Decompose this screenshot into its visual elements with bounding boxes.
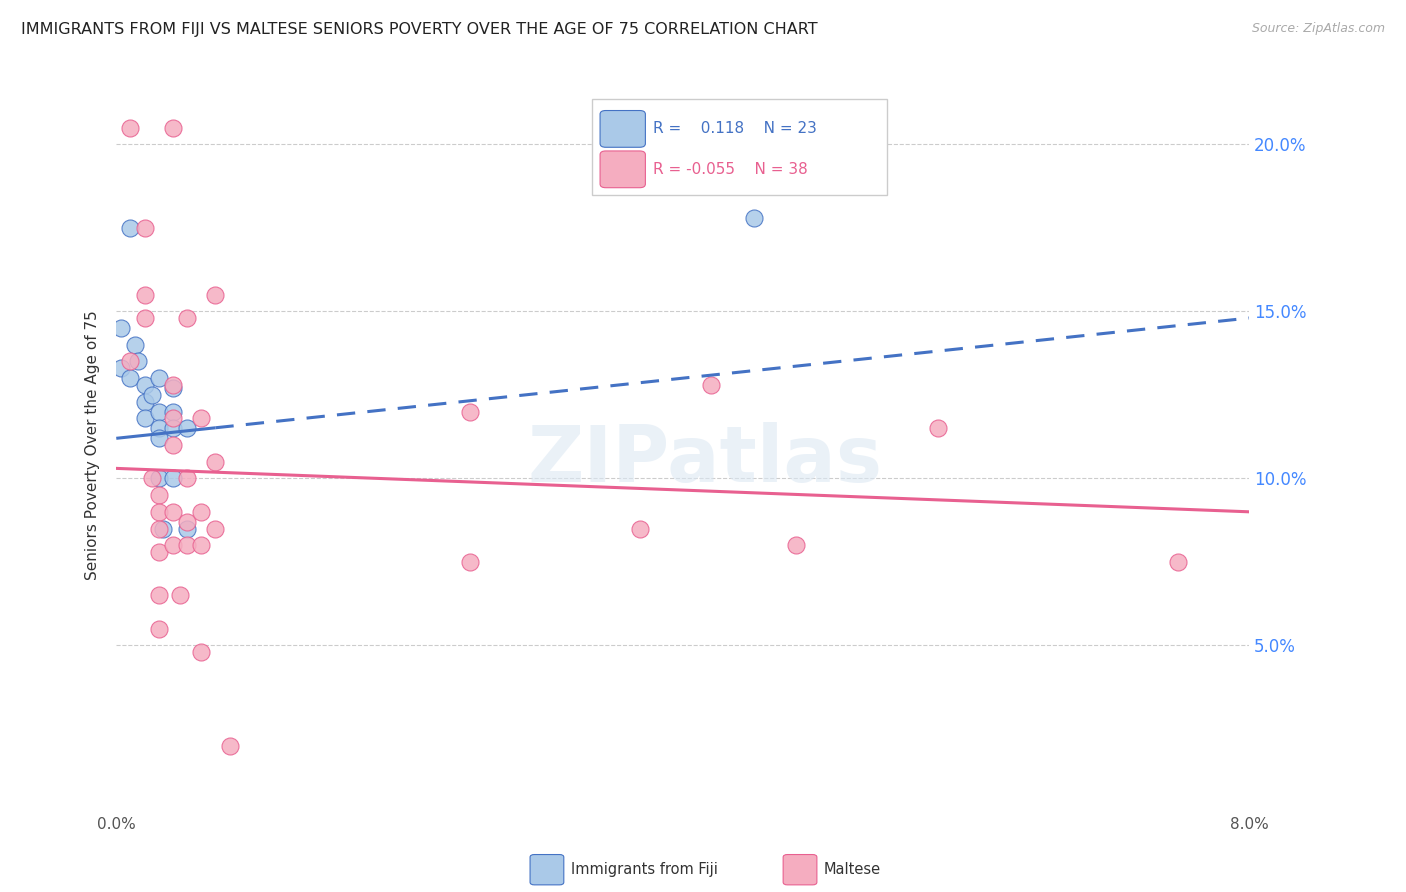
Point <box>176 471 198 485</box>
Point <box>148 505 170 519</box>
Point <box>190 505 212 519</box>
Point <box>148 421 170 435</box>
Point <box>218 739 240 753</box>
Y-axis label: Seniors Poverty Over the Age of 75: Seniors Poverty Over the Age of 75 <box>86 310 100 580</box>
Point <box>134 377 156 392</box>
Point <box>148 404 170 418</box>
Text: R =    0.118    N = 23: R = 0.118 N = 23 <box>654 121 817 136</box>
Point <box>148 522 170 536</box>
Text: Maltese: Maltese <box>824 863 882 877</box>
Point <box>127 354 149 368</box>
Point <box>134 287 156 301</box>
Point <box>162 505 184 519</box>
Point <box>162 471 184 485</box>
Point <box>742 211 765 225</box>
Point <box>124 337 146 351</box>
Point <box>134 411 156 425</box>
Point <box>204 287 226 301</box>
FancyBboxPatch shape <box>600 111 645 147</box>
Point <box>162 377 184 392</box>
Point <box>152 522 174 536</box>
Point <box>148 545 170 559</box>
Point <box>190 645 212 659</box>
Point <box>460 404 482 418</box>
Point <box>700 377 723 392</box>
Point <box>134 220 156 235</box>
Point <box>628 522 651 536</box>
Text: Immigrants from Fiji: Immigrants from Fiji <box>571 863 717 877</box>
Point <box>927 421 949 435</box>
Point <box>162 421 184 435</box>
Point <box>176 538 198 552</box>
Point <box>141 388 163 402</box>
Point <box>162 381 184 395</box>
Point <box>110 321 132 335</box>
Point <box>148 431 170 445</box>
Point <box>785 538 807 552</box>
Point <box>120 220 142 235</box>
Point <box>120 354 142 368</box>
Point <box>176 515 198 529</box>
FancyBboxPatch shape <box>600 151 645 187</box>
Point <box>162 438 184 452</box>
Text: R = -0.055    N = 38: R = -0.055 N = 38 <box>654 161 808 177</box>
Text: ZIPatlas: ZIPatlas <box>527 422 883 498</box>
Point <box>148 588 170 602</box>
Point <box>190 538 212 552</box>
Point <box>148 371 170 385</box>
Point <box>120 120 142 135</box>
Point <box>110 361 132 376</box>
Point <box>120 371 142 385</box>
Point <box>176 421 198 435</box>
Point <box>204 522 226 536</box>
Point <box>134 394 156 409</box>
Point <box>148 622 170 636</box>
Point <box>148 488 170 502</box>
Point <box>460 555 482 569</box>
Point <box>134 311 156 326</box>
Point <box>176 522 198 536</box>
Point <box>176 311 198 326</box>
Point <box>162 538 184 552</box>
FancyBboxPatch shape <box>592 100 887 195</box>
Text: IMMIGRANTS FROM FIJI VS MALTESE SENIORS POVERTY OVER THE AGE OF 75 CORRELATION C: IMMIGRANTS FROM FIJI VS MALTESE SENIORS … <box>21 22 818 37</box>
Point <box>190 411 212 425</box>
Point <box>169 588 191 602</box>
Point <box>1167 555 1189 569</box>
Point <box>162 404 184 418</box>
Point <box>162 120 184 135</box>
Point <box>141 471 163 485</box>
Point <box>162 411 184 425</box>
Point <box>204 455 226 469</box>
Text: Source: ZipAtlas.com: Source: ZipAtlas.com <box>1251 22 1385 36</box>
Point <box>148 471 170 485</box>
